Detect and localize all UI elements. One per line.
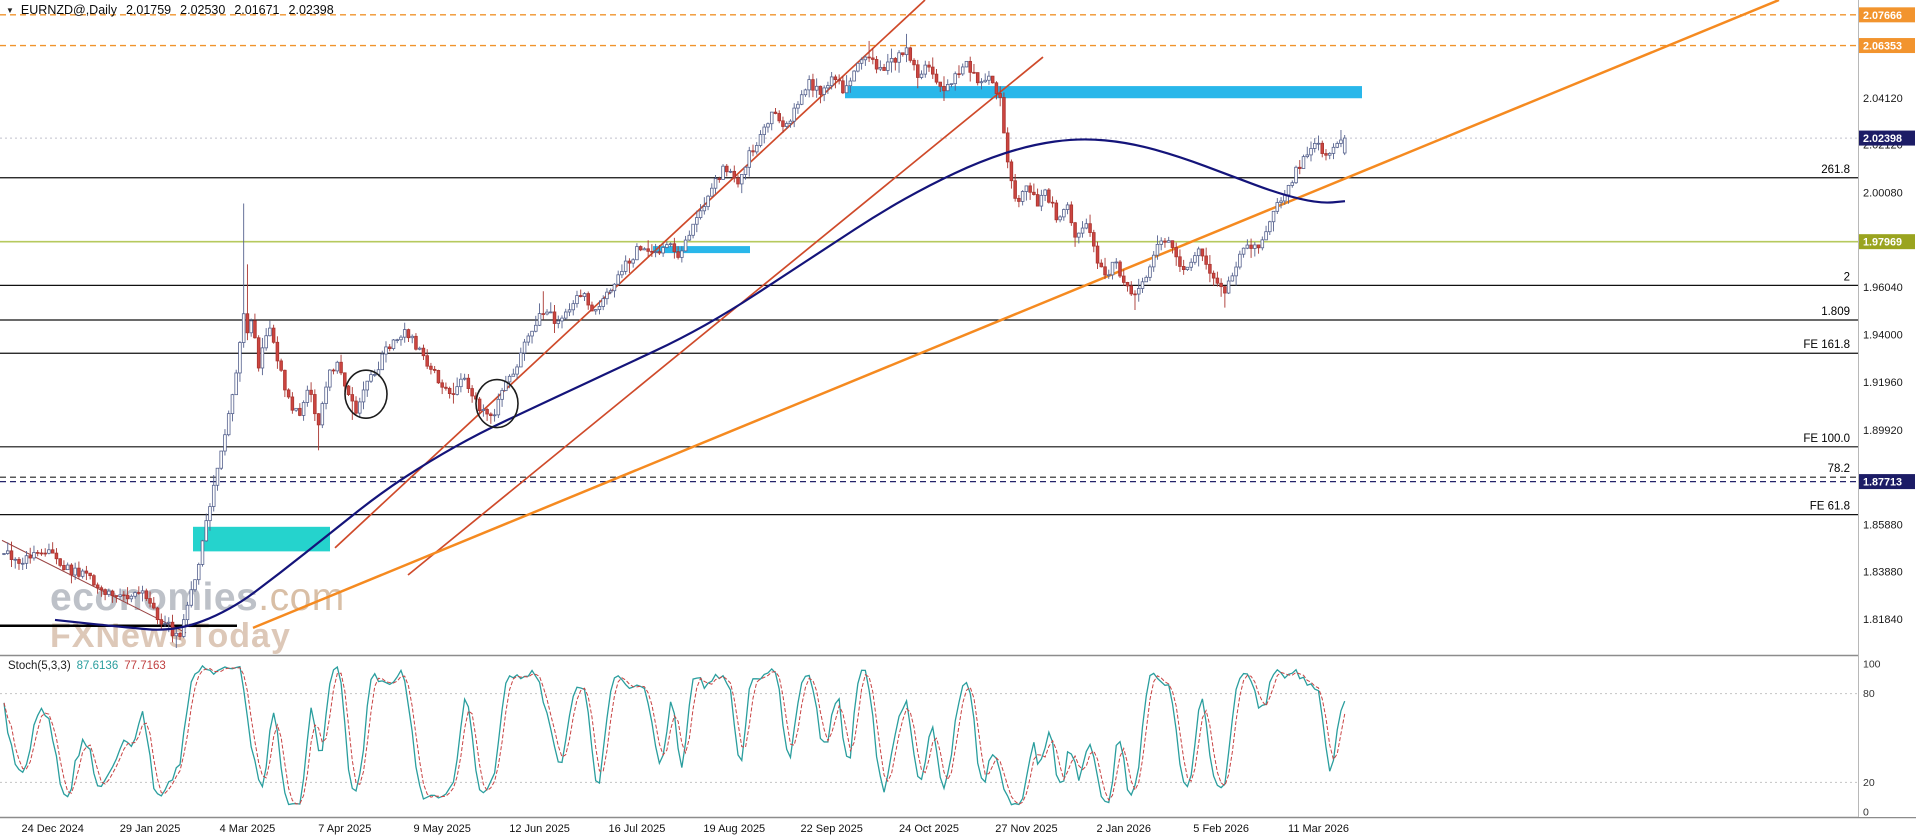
close-value: 2.02398 (288, 3, 334, 17)
time-axis-label: 12 Jun 2025 (509, 823, 570, 835)
fib-61.8-label: FE 61.8 (1810, 501, 1850, 513)
time-axis-label: 27 Nov 2025 (995, 823, 1057, 835)
stoch-d-line (3, 667, 1346, 805)
fib-78.2-label: 78.2 (1828, 463, 1850, 475)
stoch-axis-label: 20 (1863, 777, 1875, 789)
pivot-1.87713-badge (1859, 474, 1915, 490)
resistance-2.06353-badge-label: 2.06353 (1863, 41, 1902, 53)
symbol-dropdown-icon[interactable]: ▼ (6, 5, 14, 15)
price-tick-label: 1.83880 (1863, 566, 1903, 578)
time-axis-label: 22 Sep 2025 (800, 823, 862, 835)
stoch-indicator-label: Stoch(5,3,3) 87.6136 77.7163 (8, 660, 166, 672)
pivot-1.87713-badge-label: 1.87713 (1863, 477, 1902, 489)
time-axis-label: 16 Jul 2025 (608, 823, 665, 835)
stoch-axis-label: 100 (1863, 659, 1881, 671)
pivot-1.97969-badge-label: 1.97969 (1863, 237, 1902, 249)
fib-100-label: FE 100.0 (1803, 433, 1850, 445)
time-axis-label: 29 Jan 2025 (120, 823, 181, 835)
time-axis-label: 24 Dec 2024 (22, 823, 84, 835)
time-axis-label: 2 Jan 2026 (1097, 823, 1151, 835)
top-resistance-zone (845, 86, 1362, 99)
price-tick-label: 2.04120 (1863, 93, 1903, 105)
time-axis-label: 9 May 2025 (413, 823, 470, 835)
time-axis-label: 4 Mar 2025 (220, 823, 276, 835)
price-tick-label: 2.00080 (1863, 187, 1903, 199)
stoch-name: Stoch(5,3,3) (8, 660, 71, 672)
ohlc-header: ▼ EURNZD@,Daily 2.01759 2.02530 2.01671 … (6, 3, 334, 17)
stoch-k-value: 87.6136 (76, 660, 119, 672)
resistance-2.07666-badge (1859, 7, 1915, 23)
mid-resistance-zone (653, 246, 750, 254)
high-value: 2.02530 (180, 3, 226, 17)
channel-line-2 (407, 56, 1044, 576)
resistance-2.06353-badge (1859, 38, 1915, 54)
fib-161.8-label: FE 161.8 (1803, 339, 1850, 351)
price-tick-label: 1.96040 (1863, 282, 1903, 294)
stoch-axis-label: 80 (1863, 688, 1875, 700)
time-axis-label: 7 Apr 2025 (318, 823, 371, 835)
time-axis-label: 11 Mar 2026 (1288, 823, 1349, 835)
stoch-k-line (3, 664, 1346, 806)
pivot-1.97969-badge (1859, 234, 1915, 250)
moving-average-line (54, 138, 1346, 631)
stoch-d-value: 77.7163 (124, 660, 166, 672)
current-price-badge (1859, 130, 1915, 146)
resistance-2.07666-badge-label: 2.07666 (1863, 10, 1902, 22)
time-axis-label: 24 Oct 2025 (899, 823, 959, 835)
fib-1.809-label: 1.809 (1821, 306, 1850, 318)
candlesticks (2, 33, 1347, 648)
price-tick-label: 1.94000 (1863, 330, 1903, 342)
fib-2-label: 2 (1844, 271, 1850, 283)
fib-261.8-label: 261.8 (1821, 164, 1850, 176)
open-value: 2.01759 (125, 3, 172, 17)
long-uptrend-line (252, 0, 1780, 630)
time-axis-label: 5 Feb 2026 (1193, 823, 1249, 835)
time-axis-label: 19 Aug 2025 (703, 823, 765, 835)
retest-circle-2 (475, 378, 519, 429)
low-value: 2.01671 (234, 3, 280, 17)
price-tick-label: 1.89920 (1863, 425, 1903, 437)
price-tick-label: 1.91960 (1863, 377, 1903, 389)
price-tick-label: 1.85880 (1863, 519, 1903, 531)
symbol-period-label: EURNZD@,Daily (20, 3, 117, 17)
channel-line-1 (334, 0, 926, 549)
retest-circle-1 (344, 369, 388, 419)
price-tick-label: 1.81840 (1863, 614, 1903, 626)
current-price-badge-label: 2.02398 (1863, 133, 1902, 145)
support-zone (193, 526, 330, 552)
stoch-axis-label: 0 (1863, 807, 1869, 819)
